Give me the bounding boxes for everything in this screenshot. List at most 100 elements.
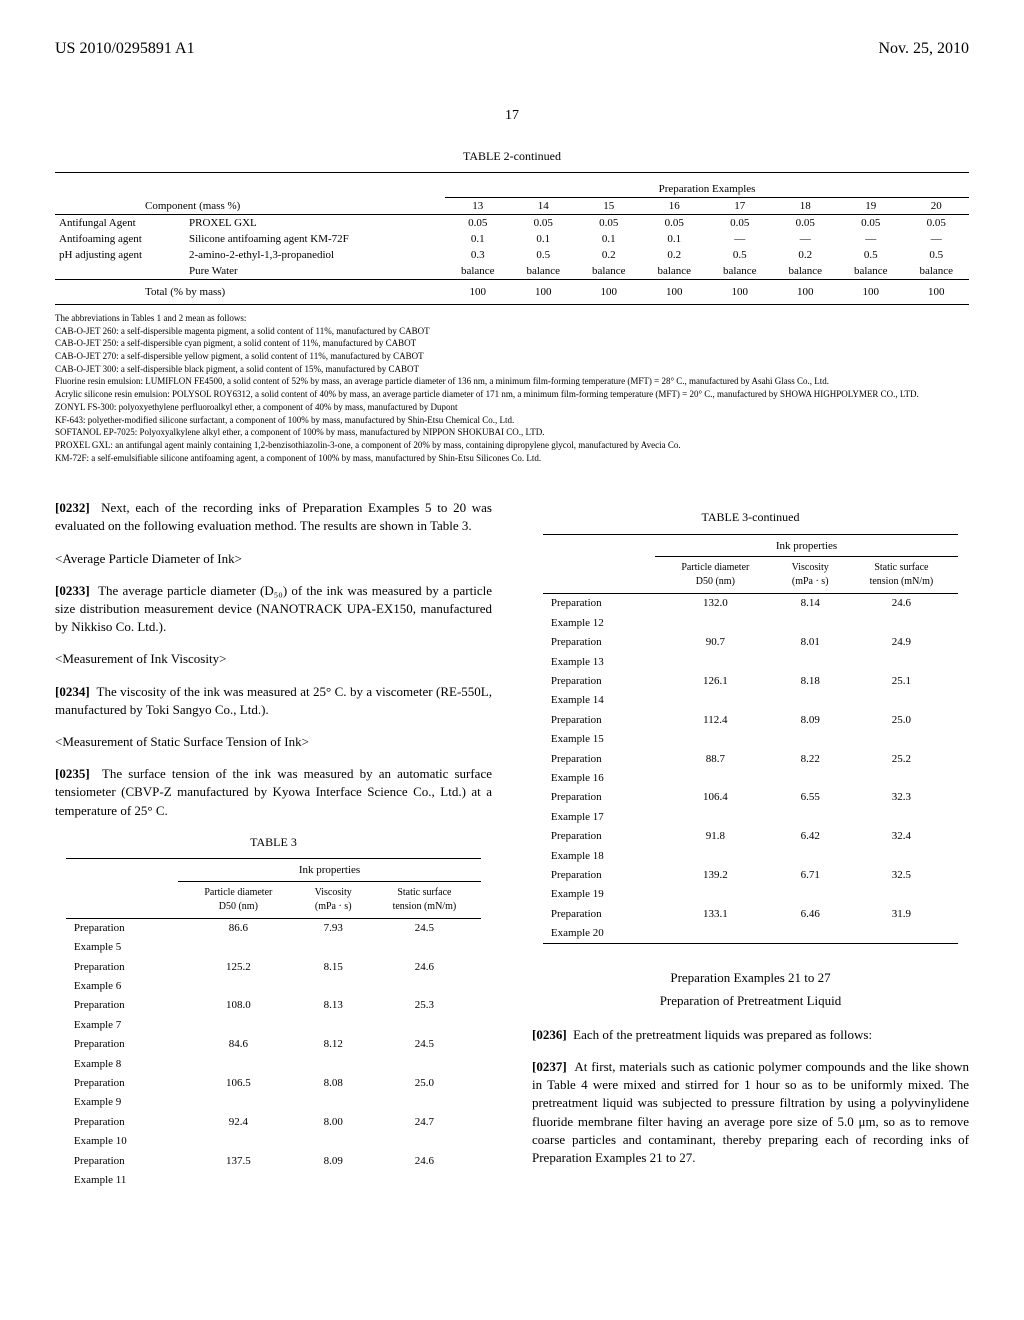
component-header: Component (mass %) [55,198,445,215]
table3-row-label: Preparation [543,827,655,846]
table3-value: 8.18 [776,672,845,691]
table3-value: 8.13 [299,996,368,1015]
table3-value: 8.12 [299,1035,368,1054]
page-header: US 2010/0295891 A1 Nov. 25, 2010 [55,40,969,58]
para-0232: Next, each of the recording inks of Prep… [55,500,492,533]
t3r-group-header: Ink properties [655,535,958,557]
table3-value: 86.6 [178,918,299,938]
table3-title: TABLE 3 [55,834,492,851]
table3-value: 126.1 [655,672,776,691]
table2-value: — [773,231,839,247]
table3-value: 91.8 [655,827,776,846]
table3-row-sublabel: Example 8 [66,1055,178,1074]
table3-value: 24.9 [845,633,958,652]
table3-col-header: Particle diameterD50 (nm) [655,557,776,594]
table3-value: 25.2 [845,750,958,769]
table2-value: 0.5 [707,247,773,263]
table3-value: 7.93 [299,918,368,938]
table3-row-sublabel: Example 15 [543,730,655,749]
table3-row-sublabel: Example 11 [66,1171,178,1190]
table3-row-sublabel: Example 16 [543,769,655,788]
table3-row-label: Preparation [543,633,655,652]
table2-total-value: 100 [445,280,511,305]
table3-value: 106.5 [178,1074,299,1093]
section-avg-particle: <Average Particle Diameter of Ink> [55,550,492,568]
para-num-0233: [0233] [55,583,90,598]
table2-value: 0.2 [773,247,839,263]
table3-value: 132.0 [655,594,776,614]
footnote-line: CAB-O-JET 250: a self-dispersible cyan p… [55,338,969,350]
table3-value: 84.6 [178,1035,299,1054]
footnote-line: ZONYL FS-300: polyoxyethylene perfluoroa… [55,402,969,414]
table3-row-sublabel: Example 9 [66,1093,178,1112]
table2-component: Silicone antifoaming agent KM-72F [185,231,445,247]
table3-value: 8.15 [299,958,368,977]
table3-value: 139.2 [655,866,776,885]
para-num-0236: [0236] [532,1027,567,1042]
table2-value: 0.05 [904,215,970,232]
table2-total-value: 100 [642,280,708,305]
table2-value: balance [773,263,839,280]
table2-value: 0.05 [642,215,708,232]
table3-row-sublabel: Example 12 [543,614,655,633]
table2-value: 0.05 [511,215,577,232]
table2-value: 0.1 [445,231,511,247]
table2-title: TABLE 2-continued [55,149,969,164]
footnote-line: KF-643: polyether-modified silicone surf… [55,415,969,427]
para-0235: The surface tension of the ink was measu… [55,766,492,817]
table3-value: 24.6 [368,958,481,977]
table2-category [55,263,185,280]
table2-total-value: 100 [576,280,642,305]
table3-row-label: Preparation [66,1035,178,1054]
table3-value: 25.3 [368,996,481,1015]
table3-value: 24.7 [368,1113,481,1132]
table2-value: 0.2 [642,247,708,263]
table2-col-header: 15 [576,198,642,215]
t3-group-header: Ink properties [178,859,481,881]
table2: Preparation Examples Component (mass %) … [55,172,969,305]
table2-value: — [838,231,904,247]
table3-value: 8.00 [299,1113,368,1132]
table3-value: 125.2 [178,958,299,977]
table3-value: 6.46 [776,905,845,924]
table3-value: 6.71 [776,866,845,885]
table2-value: balance [838,263,904,280]
table2-total-value: 100 [773,280,839,305]
table2-category: Antifungal Agent [55,215,185,232]
table3-row-label: Preparation [543,866,655,885]
table3-col-header: Viscosity (mPa · s) [776,557,845,594]
table2-value: — [904,231,970,247]
para-0236: Each of the pretreatment liquids was pre… [573,1027,872,1042]
para-0233: The average particle diameter (D₅₀) of t… [55,583,492,634]
table2-group-header: Preparation Examples [445,181,969,198]
table3-row-sublabel: Example 13 [543,653,655,672]
table2-value: balance [707,263,773,280]
table2-value: 0.1 [576,231,642,247]
doc-date: Nov. 25, 2010 [878,40,969,58]
table2-value: 0.05 [576,215,642,232]
table2-value: 0.5 [511,247,577,263]
table3-value: 8.01 [776,633,845,652]
table2-col-header: 19 [838,198,904,215]
footnote-line: PROXEL GXL: an antifungal agent mainly c… [55,440,969,452]
footnote-line: The abbreviations in Tables 1 and 2 mean… [55,313,969,325]
table3-value: 32.5 [845,866,958,885]
right-column: TABLE 3-continued Ink properties Particl… [532,499,969,1190]
table2-component: Pure Water [185,263,445,280]
table2-value: 0.5 [904,247,970,263]
table2-value: balance [511,263,577,280]
table2-category: Antifoaming agent [55,231,185,247]
table3-left: Ink properties Particle diameterD50 (nm)… [66,858,481,1190]
table3-value: 90.7 [655,633,776,652]
table3-col-header: Static surfacetension (mN/m) [368,881,481,918]
table2-value: 0.3 [445,247,511,263]
table3-row-label: Preparation [543,672,655,691]
table2-category: pH adjusting agent [55,247,185,263]
footnotes: The abbreviations in Tables 1 and 2 mean… [55,313,969,464]
table3-row-sublabel: Example 14 [543,691,655,710]
table2-component: PROXEL GXL [185,215,445,232]
table3-row-label: Preparation [66,1113,178,1132]
table2-value: 0.05 [838,215,904,232]
table2-col-header: 17 [707,198,773,215]
table3-value: 8.22 [776,750,845,769]
